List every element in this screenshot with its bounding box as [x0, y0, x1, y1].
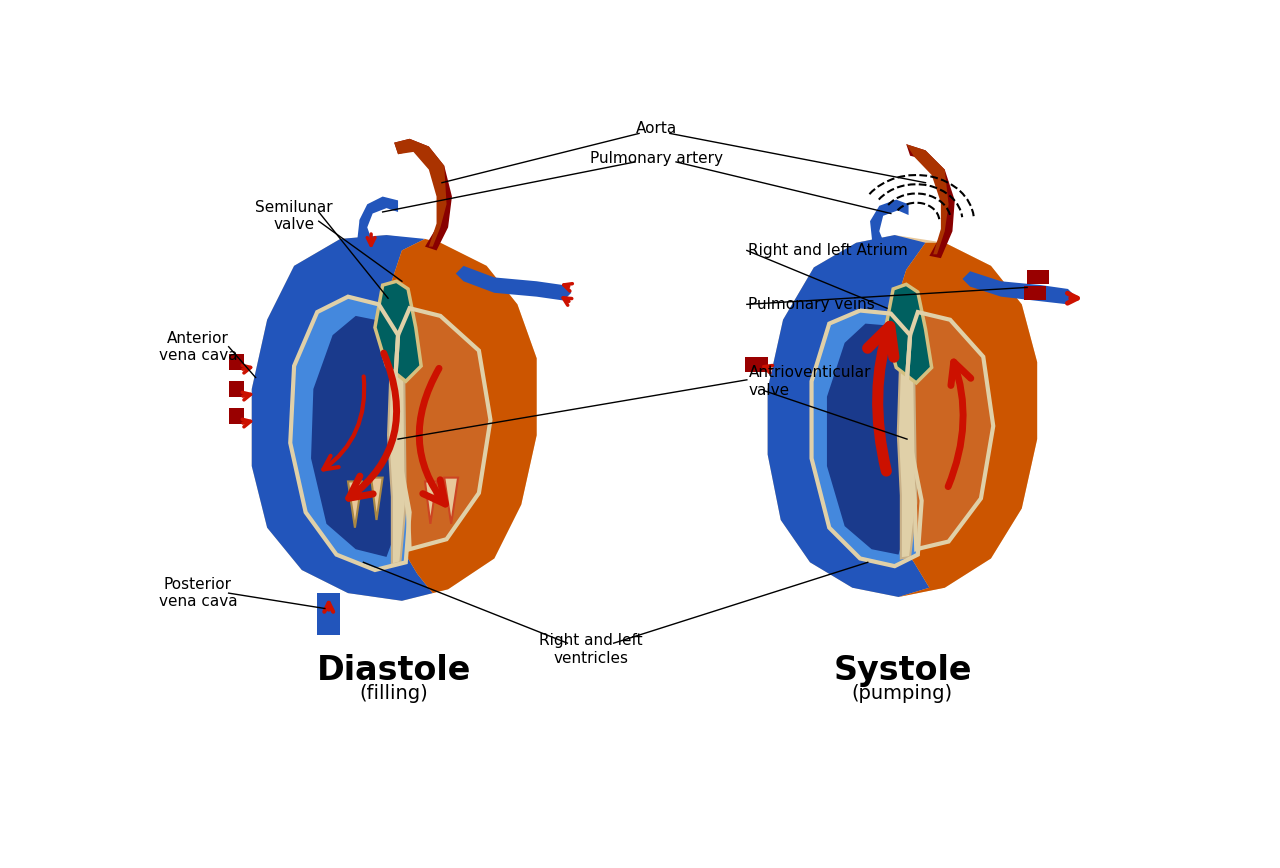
- Polygon shape: [963, 271, 1075, 305]
- Polygon shape: [348, 482, 362, 528]
- Polygon shape: [375, 281, 421, 381]
- Polygon shape: [317, 593, 340, 635]
- Polygon shape: [906, 144, 948, 254]
- Polygon shape: [827, 324, 914, 555]
- Text: Systole: Systole: [833, 654, 972, 687]
- Polygon shape: [388, 299, 406, 564]
- Polygon shape: [311, 316, 403, 557]
- Polygon shape: [870, 200, 909, 266]
- Polygon shape: [812, 311, 922, 566]
- Text: Pulmonary artery: Pulmonary artery: [590, 150, 722, 166]
- Text: Aorta: Aorta: [635, 122, 677, 136]
- Polygon shape: [252, 235, 536, 601]
- Text: Anterior
vena cava: Anterior vena cava: [159, 331, 237, 363]
- Text: Right and left Atrium: Right and left Atrium: [749, 243, 908, 258]
- Polygon shape: [394, 308, 490, 549]
- Polygon shape: [252, 235, 433, 601]
- Polygon shape: [444, 477, 458, 523]
- Polygon shape: [886, 285, 932, 383]
- Polygon shape: [394, 139, 447, 247]
- Polygon shape: [745, 357, 768, 372]
- Polygon shape: [364, 239, 536, 601]
- Polygon shape: [768, 235, 929, 597]
- Polygon shape: [425, 482, 436, 523]
- Text: Right and left
ventricles: Right and left ventricles: [539, 633, 643, 666]
- Polygon shape: [229, 354, 244, 370]
- Polygon shape: [229, 381, 244, 397]
- Polygon shape: [360, 196, 398, 262]
- Polygon shape: [456, 266, 571, 300]
- Text: Semilunar
valve: Semilunar valve: [255, 200, 333, 232]
- Polygon shape: [906, 312, 993, 549]
- Polygon shape: [1024, 286, 1046, 299]
- Polygon shape: [394, 139, 452, 251]
- Polygon shape: [229, 408, 244, 424]
- Text: Posterior
vena cava: Posterior vena cava: [159, 577, 237, 609]
- Text: Pulmonary veins: Pulmonary veins: [749, 297, 876, 312]
- Polygon shape: [768, 235, 1037, 597]
- Polygon shape: [872, 243, 1037, 597]
- Text: Antrioventicular
valve: Antrioventicular valve: [749, 365, 870, 398]
- Polygon shape: [291, 297, 410, 570]
- Polygon shape: [897, 303, 916, 558]
- Polygon shape: [1027, 271, 1048, 285]
- Text: (pumping): (pumping): [851, 684, 954, 703]
- Text: (filling): (filling): [360, 684, 429, 703]
- Polygon shape: [371, 477, 383, 520]
- Polygon shape: [356, 220, 387, 278]
- Polygon shape: [906, 144, 955, 258]
- Text: Diastole: Diastole: [317, 654, 471, 687]
